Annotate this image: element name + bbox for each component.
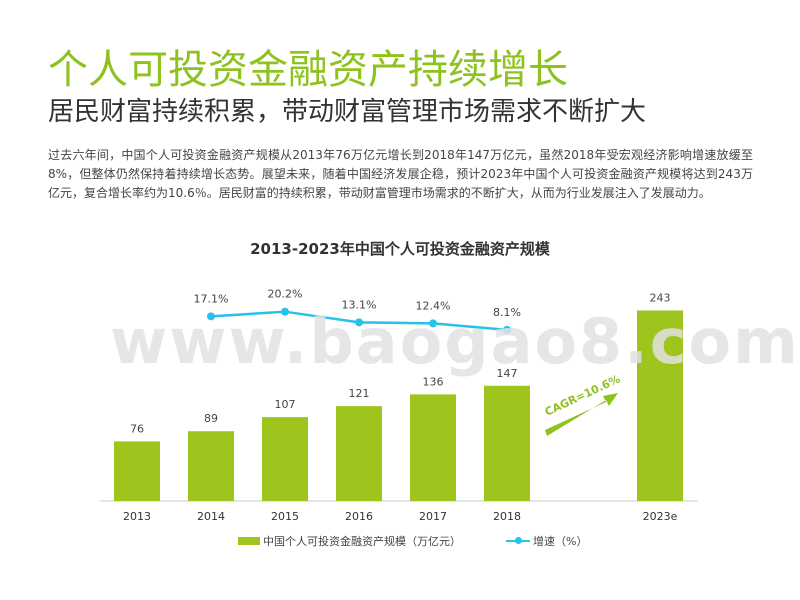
x-tick-label-2013: 2013	[123, 510, 151, 523]
x-tick-label-2018: 2018	[493, 510, 521, 523]
legend-line-label: 增速（%）	[533, 535, 588, 548]
growth-point-2014	[207, 312, 215, 321]
bar-2018	[484, 385, 530, 501]
growth-point-2018	[503, 325, 511, 334]
bar-2014	[188, 431, 234, 501]
growth-label-2014: 17.1%	[194, 292, 229, 305]
page-subtitle: 居民财富持续积累，带动财富管理市场需求不断扩大	[48, 97, 647, 127]
growth-point-2016	[355, 318, 363, 327]
bar-value-label-2015: 107	[275, 398, 296, 411]
x-tick-label-2015: 2015	[271, 510, 299, 523]
bar-value-label-2013: 76	[130, 422, 144, 435]
growth-point-2017	[429, 319, 437, 328]
chart-legend: 中国个人可投资金融资产规模（万亿元） 增速（%）	[238, 533, 587, 549]
x-tick-label-2023e: 2023e	[643, 510, 678, 523]
bar-value-label-2014: 89	[204, 412, 218, 425]
bar-value-label-2023e: 243	[650, 291, 671, 304]
legend-bar-label: 中国个人可投资金融资产规模（万亿元）	[263, 535, 461, 548]
x-tick-label-2014: 2014	[197, 510, 225, 523]
x-tick-label-2017: 2017	[419, 510, 447, 523]
legend-bar-swatch	[238, 537, 260, 545]
bar-value-label-2017: 136	[423, 375, 444, 388]
bar-2017	[410, 394, 456, 501]
bar-2013	[114, 441, 160, 501]
description-paragraph: 过去六年间，中国个人可投资金融资产规模从2013年76万亿元增长到2018年14…	[48, 148, 753, 200]
x-tick-label-2016: 2016	[345, 510, 373, 523]
legend-item-line: 增速（%）	[506, 533, 587, 549]
growth-label-2018: 8.1%	[493, 306, 521, 319]
legend-line-swatch	[506, 537, 530, 544]
bar-2023e	[637, 310, 683, 501]
cagr-arrow-icon	[545, 393, 618, 436]
bar-2016	[336, 406, 382, 501]
cagr-annotation: CAGR=10.6%	[543, 373, 622, 436]
bar-2015	[262, 417, 308, 501]
growth-label-2016: 13.1%	[342, 298, 377, 311]
bar-value-label-2016: 121	[349, 387, 370, 400]
chart-title: 2013-2023年中国个人可投资金融资产规模	[250, 240, 550, 258]
growth-label-2017: 12.4%	[416, 299, 451, 312]
growth-label-2015: 20.2%	[268, 288, 303, 301]
growth-point-2015	[281, 307, 289, 316]
page-title: 个人可投资金融资产持续增长	[48, 47, 568, 93]
legend-item-bar: 中国个人可投资金融资产规模（万亿元）	[238, 533, 461, 549]
bar-value-label-2018: 147	[497, 367, 518, 380]
